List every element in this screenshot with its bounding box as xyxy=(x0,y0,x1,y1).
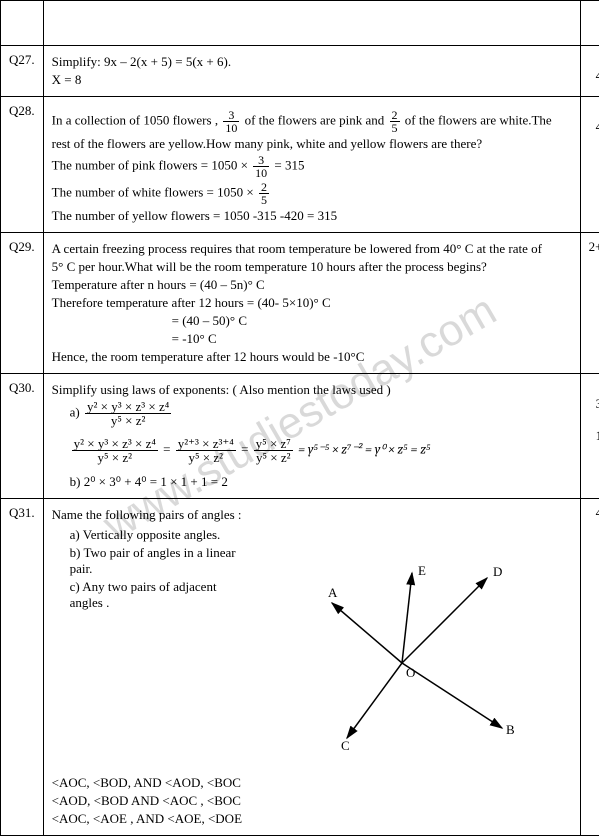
q31-a: a) Vertically opposite angles. xyxy=(70,527,221,542)
content-cell-q29: A certain freezing process requires that… xyxy=(43,233,580,374)
q30-item-b: b) 2⁰ × 3⁰ + 4⁰ = 1 × 1 + 1 = 2 xyxy=(70,474,228,489)
content-cell-blank xyxy=(43,1,580,46)
qno-cell: Q29. xyxy=(1,233,44,374)
marks-cell: 4 xyxy=(580,97,599,233)
table-row xyxy=(1,1,599,46)
q28-l3a: The number of pink flowers = 1050 × xyxy=(52,157,248,172)
q28-l1c: of the flowers are white.The xyxy=(405,112,552,127)
table-row: Q27. Simplify: 9x – 2(x + 5) = 5(x + 6).… xyxy=(1,46,599,97)
table-row: Q30. Simplify using laws of exponents: (… xyxy=(1,374,599,499)
q31-l1: Name the following pairs of angles : xyxy=(52,507,242,522)
content-cell-q28: In a collection of 1050 flowers , 310 of… xyxy=(43,97,580,233)
q31-b: b) Two pair of angles in a linear pair. xyxy=(70,545,236,576)
q29-l6: = -10° C xyxy=(172,331,217,346)
svg-text:A: A xyxy=(328,585,338,600)
fraction: 310 xyxy=(253,154,269,179)
q30-l1: Simplify using laws of exponents: ( Also… xyxy=(52,382,391,397)
q31-ans2: <AOD, <BOD AND <AOC , <BOC xyxy=(52,793,241,808)
svg-text:D: D xyxy=(493,564,502,579)
marks-cell-blank xyxy=(580,1,599,46)
table-row: Q29. A certain freezing process requires… xyxy=(1,233,599,374)
svg-text:B: B xyxy=(506,722,515,737)
svg-text:C: C xyxy=(341,738,350,753)
q27-line1: Simplify: 9x – 2(x + 5) = 5(x + 6). xyxy=(52,54,231,69)
q28-l2: rest of the flowers are yellow.How many … xyxy=(52,136,483,151)
q28-l3b: = 315 xyxy=(274,157,304,172)
eq-sign: = xyxy=(163,441,174,456)
q29-l1: A certain freezing process requires that… xyxy=(52,241,542,256)
content-cell-q30: Simplify using laws of exponents: ( Also… xyxy=(43,374,580,499)
q28-l1a: In a collection of 1050 flowers , xyxy=(52,112,218,127)
fraction: y⁵ × z⁷y⁵ × z² xyxy=(254,437,293,464)
fraction: 25 xyxy=(259,181,269,206)
fraction: y² × y³ × z³ × z⁴y⁵ × z² xyxy=(85,400,171,427)
q28-l4a: The number of white flowers = 1050 × xyxy=(52,184,254,199)
q29-l4: Therefore temperature after 12 hours = (… xyxy=(52,295,331,310)
q30-eq-tail: = y⁵⁻⁵ × z⁷⁻² = y⁰ × z⁵ = z⁵ xyxy=(298,442,430,457)
eq-sign: = xyxy=(241,441,252,456)
q29-l5: = (40 – 50)° C xyxy=(172,313,247,328)
content-cell-q27: Simplify: 9x – 2(x + 5) = 5(x + 6). X = … xyxy=(43,46,580,97)
marks-cell: 31 xyxy=(580,374,599,499)
q31-ans3: <AOC, <AOE , AND <AOE, <DOE xyxy=(52,811,242,826)
worksheet-table: Q27. Simplify: 9x – 2(x + 5) = 5(x + 6).… xyxy=(0,0,599,836)
angle-diagram: A B C D E O xyxy=(252,533,572,757)
marks-cell: 4 xyxy=(580,46,599,97)
marks-cell: 2+2 xyxy=(580,233,599,374)
qno-cell-blank xyxy=(1,1,44,46)
svg-text:E: E xyxy=(418,563,426,578)
q29-l3: Temperature after n hours = (40 – 5n)° C xyxy=(52,277,265,292)
table-row: Q28. In a collection of 1050 flowers , 3… xyxy=(1,97,599,233)
fraction: 310 xyxy=(223,109,239,134)
q29-l7: Hence, the room temperature after 12 hou… xyxy=(52,349,365,364)
qno-cell: Q27. xyxy=(1,46,44,97)
q30-item-a: a) xyxy=(70,404,80,419)
table-row: Q31. Name the following pairs of angles … xyxy=(1,499,599,836)
qno-cell: Q30. xyxy=(1,374,44,499)
q31-c: c) Any two pairs of adjacent angles . xyxy=(70,579,217,610)
fraction: y²⁺³ × z³⁺⁴y⁵ × z² xyxy=(176,437,236,464)
qno-cell: Q31. xyxy=(1,499,44,836)
q27-line2: X = 8 xyxy=(52,72,82,87)
svg-text:O: O xyxy=(406,665,415,680)
q31-ans1: <AOC, <BOD, AND <AOD, <BOC xyxy=(52,775,241,790)
q29-l2: 5° C per hour.What will be the room temp… xyxy=(52,259,487,274)
content-cell-q31: Name the following pairs of angles : a) … xyxy=(43,499,580,836)
fraction: 25 xyxy=(390,109,400,134)
marks-cell: 4 xyxy=(580,499,599,836)
qno-cell: Q28. xyxy=(1,97,44,233)
fraction: y² × y³ × z³ × z⁴y⁵ × z² xyxy=(72,437,158,464)
q28-l5: The number of yellow flowers = 1050 -315… xyxy=(52,208,337,223)
q28-l1b: of the flowers are pink and xyxy=(245,112,388,127)
